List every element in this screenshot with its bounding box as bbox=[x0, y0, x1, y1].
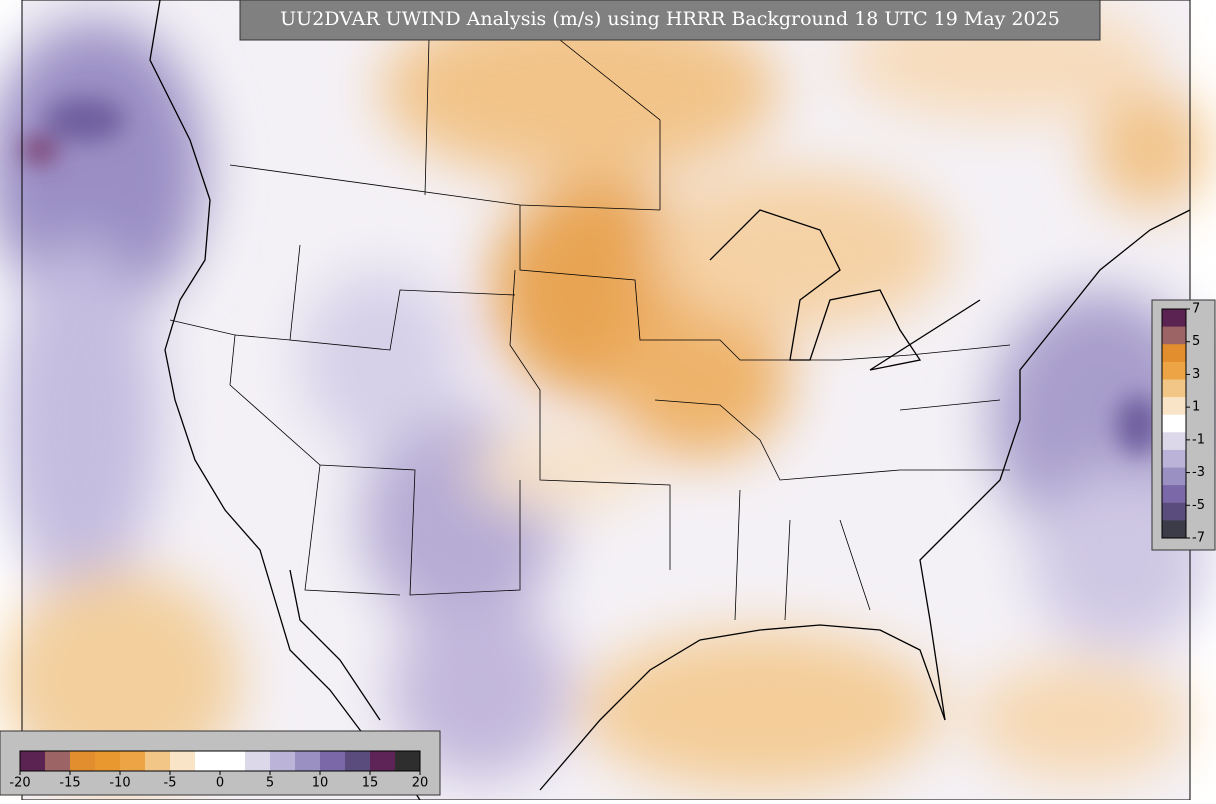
colorbar-band bbox=[1162, 414, 1186, 433]
colorbar-band bbox=[320, 751, 346, 771]
colorbar-band bbox=[1162, 309, 1186, 328]
colorbar-tick-label: -15 bbox=[59, 776, 80, 791]
colorbar-band bbox=[45, 751, 71, 771]
colorbar-frame bbox=[1161, 308, 1187, 539]
colorbar-band bbox=[70, 751, 96, 771]
colorbar-band bbox=[20, 751, 46, 771]
colorbar-tick-label: 1 bbox=[1192, 400, 1200, 415]
colorbar-tick-label: 5 bbox=[1192, 334, 1200, 349]
colorbar-tick-label: -7 bbox=[1192, 531, 1205, 546]
colorbar-band bbox=[1162, 485, 1186, 504]
colorbar-band bbox=[170, 751, 196, 771]
colorbar-band bbox=[245, 751, 271, 771]
colorbar-tick-label: -5 bbox=[1192, 498, 1205, 513]
colorbar-band bbox=[95, 751, 121, 771]
colorbar-band bbox=[1162, 467, 1186, 486]
colorbar-band bbox=[1162, 502, 1186, 521]
colorbar-band bbox=[345, 751, 371, 771]
colorbar-band bbox=[1162, 379, 1186, 398]
map-title: UU2DVAR UWIND Analysis (m/s) using HRRR … bbox=[280, 8, 1060, 30]
colorbar-tick-label: -10 bbox=[109, 776, 130, 791]
colorbar-band bbox=[1162, 432, 1186, 451]
colorbar-tick-label: 5 bbox=[266, 776, 274, 791]
title-box: UU2DVAR UWIND Analysis (m/s) using HRRR … bbox=[239, 0, 1101, 41]
colorbar-tick-label: -5 bbox=[164, 776, 177, 791]
colorbar-tick-label: -20 bbox=[9, 776, 30, 791]
colorbar-tick-label: 7 bbox=[1192, 302, 1200, 317]
colorbar-band bbox=[395, 751, 421, 771]
right-colorbar: 7 5 3 1 -1 -3 -5 -7 bbox=[1151, 299, 1216, 551]
colorbar-tick-label: 20 bbox=[412, 776, 429, 791]
colorbar-band bbox=[1162, 326, 1186, 345]
colorbar-tick-label: -1 bbox=[1192, 432, 1205, 447]
colorbar-tick-label: 15 bbox=[362, 776, 379, 791]
colorbar-band bbox=[370, 751, 396, 771]
colorbar-tick-label: 3 bbox=[1192, 367, 1200, 382]
colorbar-band bbox=[1162, 449, 1186, 469]
colorbar-tick-label: 10 bbox=[312, 776, 329, 791]
colorbar-band bbox=[220, 751, 246, 771]
colorbar-band bbox=[1162, 361, 1186, 380]
colorbar-tick-label: 0 bbox=[216, 776, 224, 791]
colorbar-band bbox=[120, 751, 146, 771]
colorbar-band bbox=[1162, 520, 1186, 539]
colorbar-band bbox=[270, 751, 296, 771]
colorbar-band bbox=[195, 751, 221, 771]
colorbar-band bbox=[1162, 344, 1186, 363]
bottom-colorbar: -20 -15 -10 -5 0 5 10 15 20 bbox=[0, 730, 441, 796]
colorbar-tick-label: -3 bbox=[1192, 465, 1205, 480]
colorbar-band bbox=[295, 751, 321, 771]
colorbar-band bbox=[1162, 397, 1186, 416]
colorbar-band bbox=[145, 751, 171, 771]
